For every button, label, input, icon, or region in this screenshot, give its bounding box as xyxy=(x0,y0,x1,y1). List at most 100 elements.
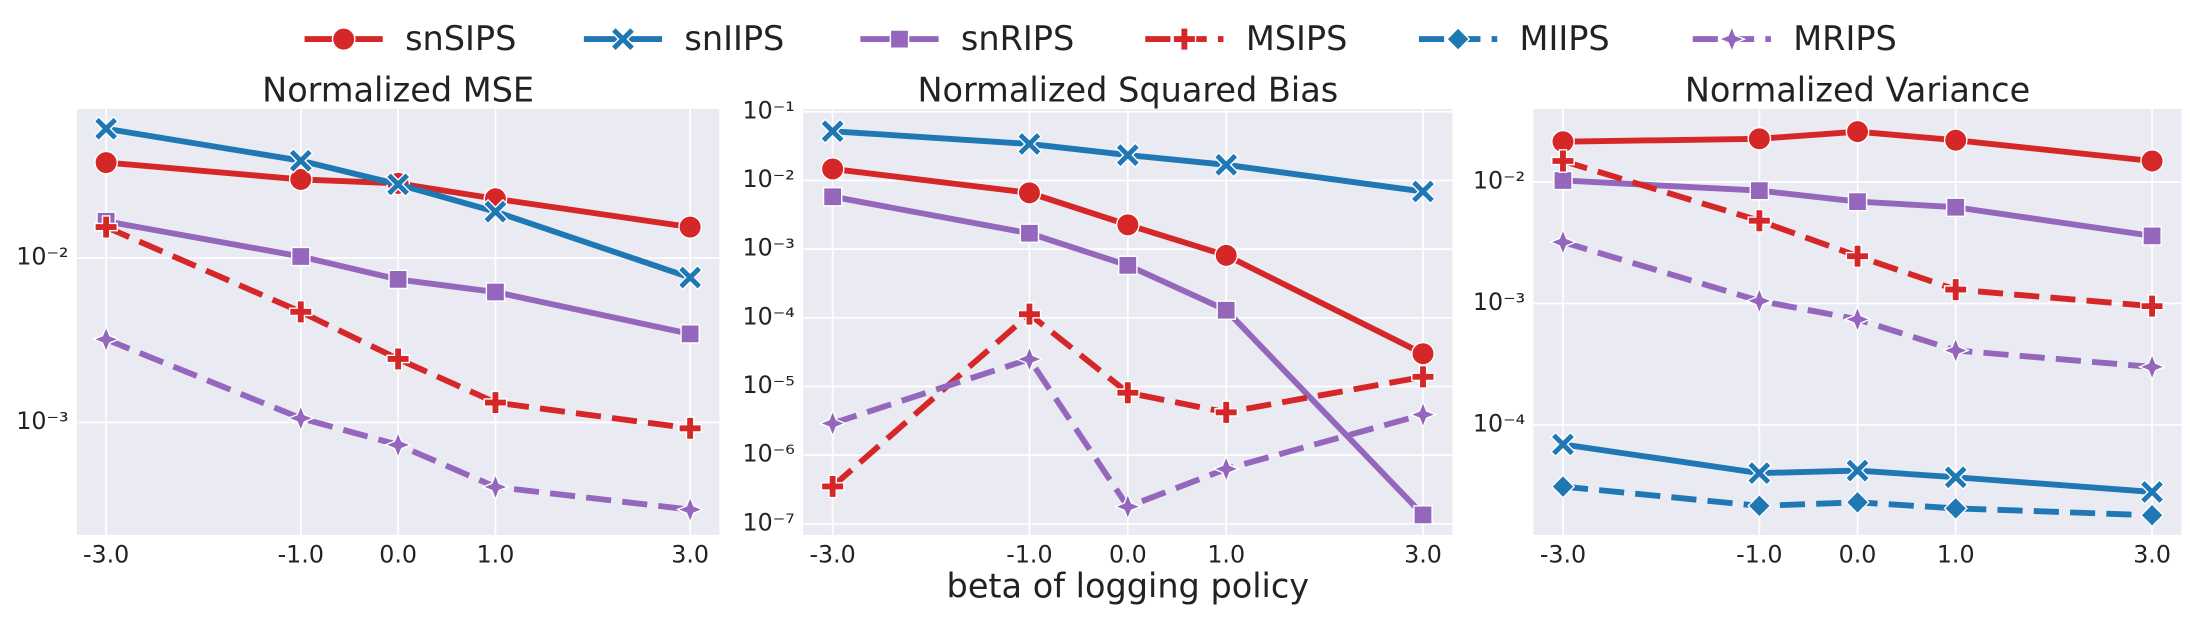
legend-marker xyxy=(331,27,356,51)
data-point xyxy=(286,403,316,433)
data-point xyxy=(1943,277,1968,302)
data-point xyxy=(287,147,314,174)
legend-label: MRIPS xyxy=(1793,19,1897,58)
series-group xyxy=(818,118,1438,525)
y-tick-label: 10⁻³ xyxy=(742,234,794,262)
data-point xyxy=(1214,243,1239,268)
chart-title: Normalized MSE xyxy=(262,71,534,110)
x-tick-label: -3.0 xyxy=(83,540,129,568)
data-point xyxy=(2137,352,2167,382)
data-point xyxy=(1747,127,1772,151)
y-tick-label: 10⁻² xyxy=(1473,167,1525,195)
data-point xyxy=(94,215,118,239)
x-tick-label: -3.0 xyxy=(1540,540,1586,568)
data-point xyxy=(1113,492,1143,522)
data-point xyxy=(1115,213,1140,237)
x-tick-label: 1.0 xyxy=(1207,540,1245,568)
data-point xyxy=(1017,181,1042,205)
y-tick-label: 10⁻⁶ xyxy=(742,440,794,468)
data-point xyxy=(1214,400,1239,425)
data-point xyxy=(1747,493,1772,519)
data-point xyxy=(1411,364,1435,389)
data-point xyxy=(1746,460,1773,486)
data-point xyxy=(291,246,311,267)
y-tick-label: 10⁻¹ xyxy=(742,96,794,124)
y-tick-label: 10⁻⁷ xyxy=(742,508,794,536)
legend-label: snRIPS xyxy=(961,19,1074,58)
y-tick-label: 10⁻⁵ xyxy=(742,371,794,399)
y-tick-label: 10⁻⁴ xyxy=(1473,409,1525,437)
data-point xyxy=(1744,286,1774,316)
x-tick-label: -3.0 xyxy=(809,540,855,568)
data-point xyxy=(1408,400,1438,429)
y-tick-label: 10⁻³ xyxy=(16,407,68,435)
data-point xyxy=(1410,178,1436,205)
legend-marker xyxy=(889,29,910,49)
data-point xyxy=(385,171,411,198)
data-point xyxy=(677,264,703,291)
x-tick-label: 3.0 xyxy=(1404,540,1442,568)
data-point xyxy=(1550,431,1576,458)
data-point xyxy=(1211,454,1241,484)
data-point xyxy=(1213,151,1240,178)
x-tick-label: -1.0 xyxy=(1736,540,1782,568)
data-point xyxy=(1941,336,1971,365)
data-point xyxy=(678,215,702,239)
data-point xyxy=(1843,304,1872,334)
data-point xyxy=(483,390,508,415)
data-point xyxy=(1845,119,1870,144)
data-point xyxy=(2140,294,2164,318)
data-point xyxy=(94,150,118,175)
data-point xyxy=(485,282,506,302)
data-point xyxy=(1118,255,1138,276)
series-line xyxy=(104,224,691,432)
data-point xyxy=(1413,505,1433,525)
data-point xyxy=(2140,149,2164,173)
data-point xyxy=(1411,341,1435,366)
data-point xyxy=(1845,490,1870,515)
series-group xyxy=(91,115,705,525)
data-point xyxy=(1749,180,1770,201)
y-tick-label: 10⁻² xyxy=(742,165,794,193)
data-point xyxy=(93,115,119,142)
data-point xyxy=(481,472,510,502)
y-tick-label: 10⁻³ xyxy=(1473,288,1525,316)
x-tick-label: 1.0 xyxy=(1937,540,1975,568)
data-point xyxy=(2142,226,2162,246)
data-point xyxy=(822,186,843,207)
data-point xyxy=(1115,380,1140,405)
data-point xyxy=(678,416,702,441)
series-group xyxy=(1548,119,2167,528)
legend-marker xyxy=(1445,26,1471,52)
legend-marker xyxy=(1172,27,1197,51)
legend-marker xyxy=(610,26,636,52)
data-point xyxy=(820,157,845,181)
data-point xyxy=(1548,227,1578,257)
data-point xyxy=(1847,191,1868,212)
data-point xyxy=(1844,457,1871,484)
x-axis-label: beta of logging policy xyxy=(947,566,1310,605)
chart-title: Normalized Squared Bias xyxy=(917,71,1338,110)
legend-marker xyxy=(1717,24,1747,54)
x-tick-label: 0.0 xyxy=(1109,540,1147,568)
data-point xyxy=(1216,300,1236,320)
data-point xyxy=(2139,479,2165,505)
chart-title: Normalized Variance xyxy=(1685,71,2030,110)
data-point xyxy=(482,198,509,225)
data-point xyxy=(820,474,845,499)
data-point xyxy=(1943,496,1968,521)
data-point xyxy=(1747,208,1772,233)
data-point xyxy=(1551,149,1575,173)
data-point xyxy=(1017,302,1042,327)
data-point xyxy=(1016,131,1043,157)
data-point xyxy=(383,430,413,460)
data-point xyxy=(388,269,408,290)
data-point xyxy=(1114,142,1141,168)
x-tick-label: 3.0 xyxy=(2133,540,2171,568)
data-point xyxy=(288,299,313,324)
data-point xyxy=(675,495,705,525)
data-point xyxy=(819,118,846,145)
data-point xyxy=(1943,128,1968,153)
data-point xyxy=(1015,344,1044,374)
